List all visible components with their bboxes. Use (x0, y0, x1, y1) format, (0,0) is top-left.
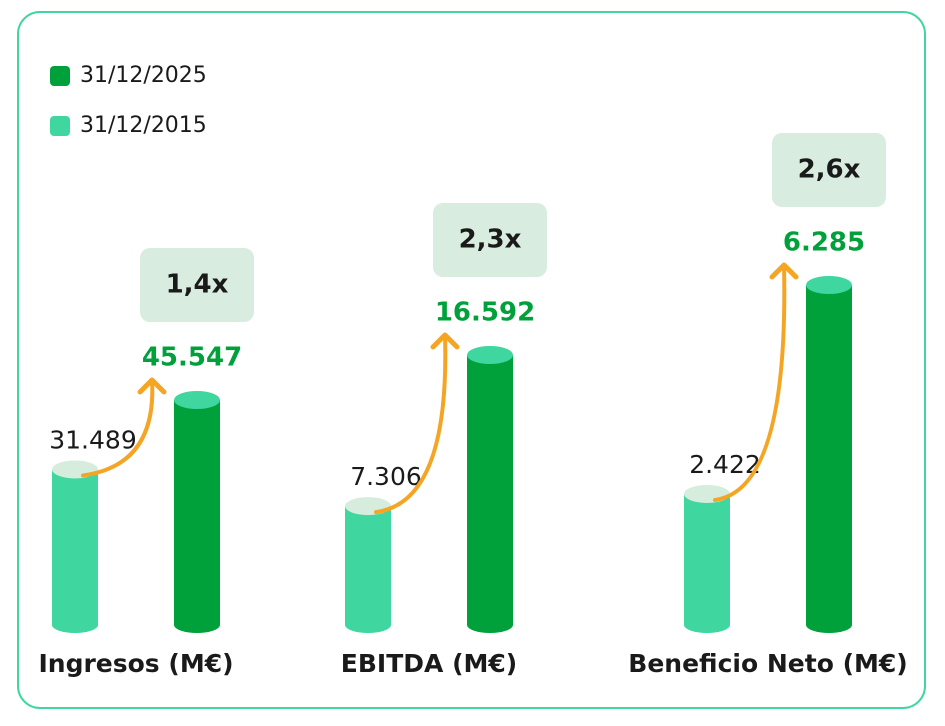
value-label: 6.285 (783, 228, 865, 258)
legend-label: 31/12/2015 (80, 113, 207, 138)
badge (433, 203, 547, 277)
bar-base (806, 617, 852, 633)
value-label: 7.306 (350, 462, 422, 491)
value-label: 45.547 (142, 343, 242, 373)
bar-top (806, 276, 852, 294)
bar-base (174, 617, 220, 633)
category-label: Ingresos (M€) (38, 649, 233, 678)
bar (467, 355, 513, 625)
value-label: 16.592 (435, 298, 535, 328)
legend-swatch (50, 116, 70, 136)
bar-base (467, 617, 513, 633)
badge (140, 248, 254, 322)
legend-swatch (50, 66, 70, 86)
bar-top (467, 346, 513, 364)
badge (772, 133, 886, 207)
bar (806, 285, 852, 625)
arrow-head (137, 377, 167, 395)
bar (684, 493, 730, 625)
bar-top (684, 484, 730, 503)
growth-arrow (374, 333, 448, 515)
arrow-head (430, 332, 460, 350)
category-label: EBITDA (M€) (341, 649, 517, 678)
arrow-head (769, 262, 799, 280)
category-label: Beneficio Neto (M€) (628, 649, 907, 678)
value-label: 2.422 (689, 450, 761, 479)
bar-base (684, 617, 730, 633)
bar (52, 469, 98, 625)
bar (345, 506, 391, 625)
badge-label: 2,3x (459, 225, 522, 255)
bar (174, 400, 220, 625)
bar-base (52, 617, 98, 633)
bar-base (345, 617, 391, 633)
growth-arrow (713, 263, 787, 502)
legend-label: 31/12/2025 (80, 63, 207, 88)
badge-label: 1,4x (166, 270, 229, 300)
growth-arrow (81, 378, 155, 478)
value-label: 31.489 (49, 425, 136, 454)
badge-label: 2,6x (798, 155, 861, 185)
bar-top (174, 391, 220, 409)
